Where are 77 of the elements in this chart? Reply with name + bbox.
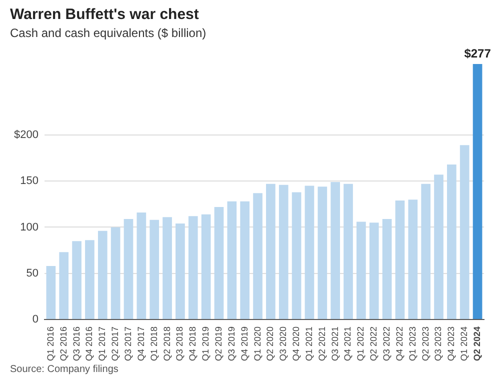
x-tick-label: Q1 2017 [97, 326, 108, 362]
bar [240, 201, 250, 319]
bar [330, 182, 340, 319]
data-label: $277 [464, 46, 492, 60]
bar [344, 184, 353, 319]
bar [110, 227, 120, 319]
x-tick-label: Q4 2020 [291, 326, 302, 362]
bar [214, 206, 224, 319]
bar [369, 222, 379, 319]
bar [72, 241, 82, 319]
x-tick-label: Q1 2020 [252, 326, 262, 362]
x-tick-label: Q4 2023 [446, 326, 456, 362]
bar [59, 252, 69, 319]
bar [201, 214, 211, 319]
chart-subtitle: Cash and cash equivalents ($ billion) [10, 26, 206, 40]
x-tick-label: Q2 2023 [420, 326, 430, 362]
y-tick-label: $200 [14, 129, 38, 142]
x-tick-label: Q4 2016 [84, 326, 94, 362]
y-tick-label: 0 [32, 314, 38, 326]
bar [395, 200, 405, 319]
x-tick-label: Q3 2021 [330, 326, 340, 362]
bar [278, 184, 288, 319]
bar [304, 186, 314, 319]
bar [472, 64, 482, 319]
x-tick-label: Q3 2016 [71, 326, 82, 362]
x-tick-label: Q2 2017 [110, 326, 120, 362]
bar [318, 186, 328, 319]
y-tick-label: 50 [26, 267, 38, 280]
bar [46, 266, 56, 319]
chart-title: Warren Buffett's war chest [10, 6, 199, 23]
bar [266, 184, 276, 319]
bar [150, 220, 160, 319]
x-tick-label: Q3 2018 [174, 326, 185, 362]
x-tick-label: Q3 2022 [382, 326, 392, 362]
bar [98, 230, 108, 319]
bar [136, 212, 146, 319]
x-tick-label: Q3 2017 [122, 326, 133, 362]
x-tick-label: Q2 2019 [213, 326, 224, 362]
x-tick-label: Q1 2024 [459, 326, 470, 362]
bar [356, 222, 366, 319]
bar [253, 193, 262, 319]
x-tick-label: Q4 2022 [394, 326, 404, 362]
y-tick-label: 100 [20, 221, 38, 234]
x-tick-label: Q1 2016 [45, 326, 56, 362]
bar [227, 201, 237, 319]
x-tick-label: Q2 2021 [316, 326, 327, 362]
x-tick-label: Q2 2020 [265, 326, 276, 362]
x-tick-label: Q2 2016 [58, 326, 68, 362]
x-tick-label: Q1 2018 [148, 326, 159, 362]
x-tick-label: Q4 2019 [239, 326, 250, 362]
x-tick-label: Q4 2021 [342, 326, 353, 362]
x-tick-label: Q1 2019 [200, 326, 211, 362]
bar [382, 218, 392, 319]
bar [162, 217, 172, 319]
bar [408, 200, 418, 319]
bar [434, 174, 444, 319]
bar [421, 184, 430, 319]
x-tick-label: Q3 2023 [433, 326, 444, 362]
x-tick-label: Q3 2020 [278, 326, 288, 362]
x-tick-label: Q1 2021 [304, 326, 314, 362]
x-tick-label: Q2 2022 [368, 326, 379, 362]
bar [85, 240, 94, 319]
bar [124, 218, 134, 319]
bar [447, 164, 456, 319]
bar [460, 145, 470, 319]
x-tick-label: Q2 2018 [162, 326, 172, 362]
source-note: Source: Company filings [10, 364, 118, 375]
bar [188, 216, 198, 319]
x-tick-label: Q4 2018 [188, 326, 198, 362]
x-tick-label: Q3 2019 [226, 326, 236, 362]
bar [176, 224, 185, 319]
x-tick-label: Q2 2024 [472, 326, 482, 362]
x-tick-label: Q1 2022 [356, 326, 366, 362]
x-tick-label: Q4 2017 [136, 326, 146, 362]
y-tick-label: 150 [20, 175, 38, 188]
x-tick-label: Q1 2023 [407, 326, 418, 362]
bar [292, 192, 302, 319]
